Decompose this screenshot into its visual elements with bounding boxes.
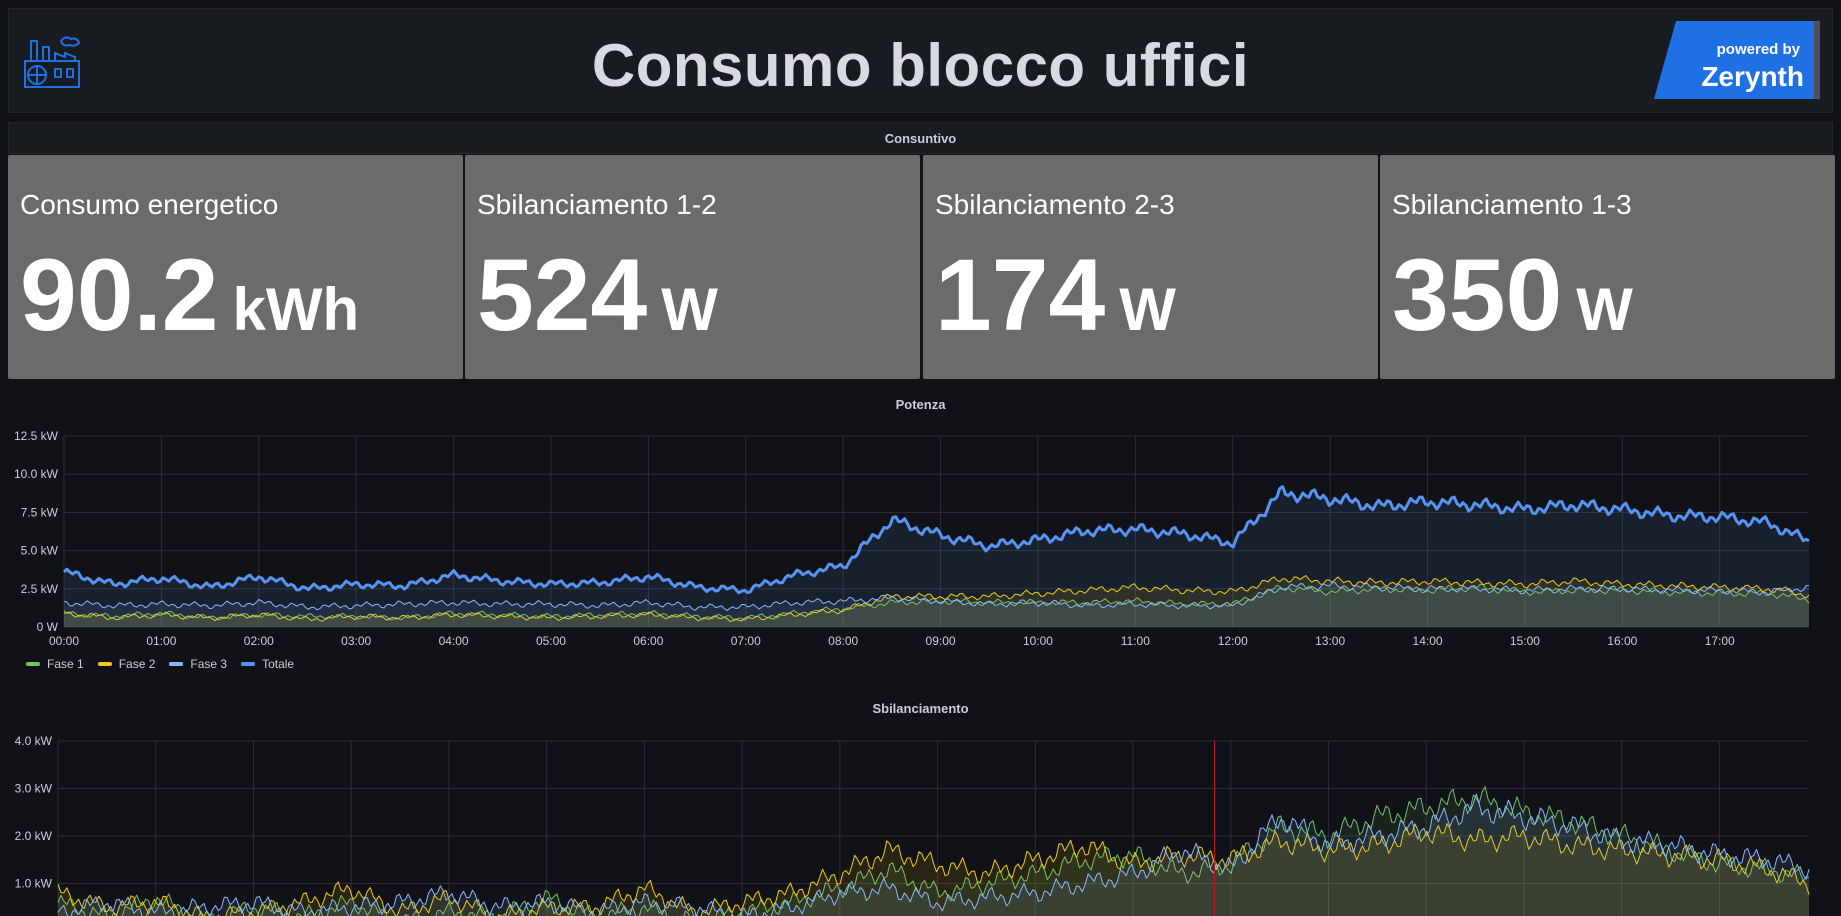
series-area — [64, 584, 1809, 627]
y-tick-label: 12.5 kW — [14, 429, 59, 443]
series-area — [58, 794, 1809, 916]
stat-label: Consumo energetico — [20, 189, 279, 220]
stat-sbilanciamento-1-2[interactable]: Sbilanciamento 1-2 524 W — [465, 155, 920, 379]
page-title: Consumo blocco uffici — [591, 32, 1250, 99]
dashboard-header: Consumo blocco uffici powered by Zerynth — [8, 8, 1833, 113]
x-tick-label: 17:00 — [1705, 634, 1735, 648]
legend-label: Fase 1 — [47, 657, 84, 671]
stat-sbilanciamento-2-3[interactable]: Sbilanciamento 2-3 174 W — [923, 155, 1378, 379]
stat-value: 174 W — [935, 237, 1176, 354]
stat-value: 90.2 kWh — [20, 237, 359, 354]
y-tick-label: 0 W — [37, 620, 59, 634]
legend-swatch — [97, 662, 112, 666]
legend-item-fase-1[interactable]: Fase 1 — [26, 657, 84, 671]
x-tick-label: 05:00 — [536, 634, 566, 648]
x-tick-label: 02:00 — [244, 634, 274, 648]
x-tick-label: 12:00 — [1218, 634, 1248, 648]
x-tick-label: 15:00 — [1510, 634, 1540, 648]
x-tick-label: 01:00 — [146, 634, 176, 648]
stat-unit: W — [1576, 276, 1633, 343]
series-line — [62, 485, 1810, 595]
x-tick-label: 00:00 — [49, 634, 79, 648]
stat-label: Sbilanciamento 1-3 — [1392, 189, 1632, 220]
legend-label: Totale — [262, 657, 295, 671]
x-tick-label: 11:00 — [1121, 634, 1150, 648]
x-tick-label: 07:00 — [731, 634, 761, 648]
sbilanciamento-chart[interactable]: 1.0 kW 2.0 kW 3.0 kW 4.0 kW — [0, 722, 1841, 916]
y-tick-label: 5.0 kW — [21, 544, 59, 558]
sbilanciamento-title: Sbilanciamento — [872, 701, 969, 716]
stat-sbilanciamento-1-3[interactable]: Sbilanciamento 1-3 350 W — [1380, 155, 1835, 379]
x-tick-label: 04:00 — [439, 634, 469, 648]
x-tick-label: 08:00 — [828, 634, 858, 648]
legend-label: Fase 2 — [118, 657, 156, 671]
stat-label: Sbilanciamento 1-2 — [477, 189, 717, 220]
x-tick-label: 10:00 — [1023, 634, 1053, 648]
legend-item-totale[interactable]: Totale — [241, 657, 294, 671]
factory-icon — [24, 36, 81, 88]
stat-label: Sbilanciamento 2-3 — [935, 189, 1175, 220]
legend-swatch — [169, 662, 184, 666]
series-area — [58, 823, 1809, 916]
potenza-legend: Fase 1 Fase 2 Fase 3 Totale — [26, 657, 294, 671]
legend-item-fase-2[interactable]: Fase 2 — [97, 657, 156, 671]
x-tick-label: 14:00 — [1413, 634, 1443, 648]
series-line — [63, 581, 1810, 611]
x-tick-label: 03:00 — [341, 634, 371, 648]
series-area — [64, 486, 1809, 627]
y-tick-label: 3.0 kW — [15, 782, 53, 796]
series-line — [57, 793, 1810, 916]
y-tick-label: 1.0 kW — [15, 877, 53, 891]
y-tick-label: 10.0 kW — [14, 467, 59, 481]
series-area — [64, 582, 1809, 627]
stat-number: 90.2 — [20, 238, 219, 352]
stat-consumo-energetico[interactable]: Consumo energetico 90.2 kWh — [8, 155, 463, 379]
series-line — [57, 786, 1810, 916]
y-tick-label: 2.0 kW — [15, 829, 53, 843]
stat-unit: W — [1119, 276, 1176, 343]
x-tick-label: 09:00 — [926, 634, 956, 648]
y-tick-label: 7.5 kW — [21, 505, 59, 519]
x-tick-label: 13:00 — [1315, 634, 1345, 648]
stat-number: 174 — [935, 238, 1106, 352]
series-line — [57, 823, 1810, 916]
brand-badge-shape — [1654, 21, 1820, 99]
legend-item-fase-3[interactable]: Fase 3 — [169, 657, 227, 671]
potenza-title: Potenza — [895, 397, 946, 412]
series-line — [63, 575, 1810, 622]
y-tick-label: 4.0 kW — [15, 734, 53, 748]
stat-unit: W — [661, 276, 718, 343]
x-tick-label: 16:00 — [1607, 634, 1637, 648]
legend-label: Fase 3 — [190, 657, 228, 671]
x-tick-label: 06:00 — [633, 634, 663, 648]
legend-swatch — [26, 662, 40, 666]
y-tick-label: 2.5 kW — [21, 582, 59, 596]
stat-unit: kWh — [232, 276, 360, 343]
zerynth-logo[interactable]: powered by Zerynth — [1654, 21, 1822, 99]
brand-name: Zerynth — [1701, 61, 1804, 92]
brand-caption: powered by — [1716, 41, 1800, 58]
series-area — [58, 786, 1809, 916]
stat-number: 350 — [1392, 238, 1563, 352]
consuntivo-row[interactable] — [8, 122, 1833, 154]
stat-value: 524 W — [477, 237, 718, 354]
consuntivo-title: Consuntivo — [884, 131, 957, 146]
legend-swatch — [241, 662, 256, 666]
stat-number: 524 — [477, 238, 648, 352]
stat-value: 350 W — [1392, 237, 1633, 354]
potenza-chart[interactable]: 0 W 2.5 kW 5.0 kW 7.5 kW 10.0 kW 12.5 kW 00:00… — [0, 420, 1841, 655]
